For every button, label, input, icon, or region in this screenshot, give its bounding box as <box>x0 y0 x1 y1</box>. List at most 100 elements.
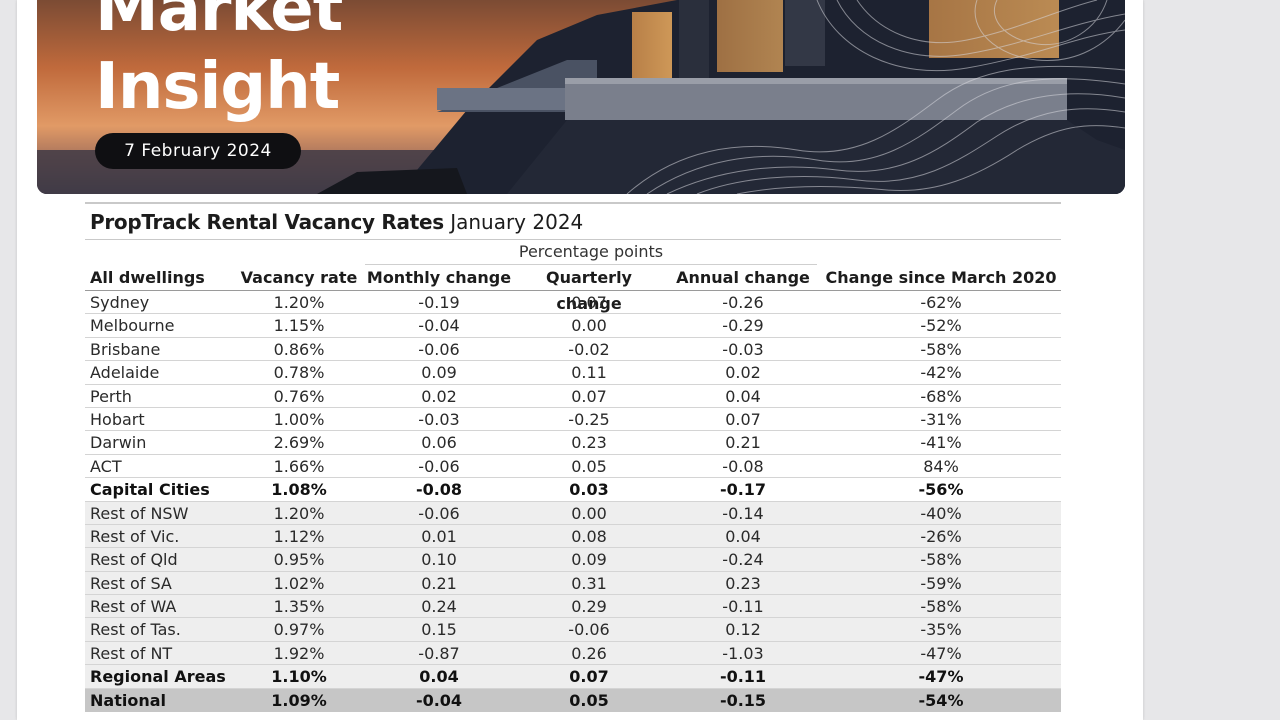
table-title-period: January 2024 <box>443 210 584 234</box>
table-cell: -0.11 <box>722 597 764 617</box>
table-cell: -35% <box>920 620 962 640</box>
table-cell: 0.24 <box>421 597 457 617</box>
table-cell: 0.15 <box>421 620 457 640</box>
table-cell: 0.29 <box>571 597 607 617</box>
table-cell: 0.23 <box>725 573 761 593</box>
table-cell: 0.07 <box>569 667 609 687</box>
table-cell: -42% <box>920 363 962 383</box>
table-header-row: All dwellings Vacancy rate Monthly chang… <box>85 265 1061 313</box>
table-cell: 0.05 <box>571 456 607 476</box>
table-title-main: PropTrack Rental Vacancy Rates <box>90 210 444 234</box>
table-row: Melbourne 1.15% -0.04 0.00 -0.29 -52% <box>85 314 1061 338</box>
table-row: ACT 1.66% -0.06 0.05 -0.08 84% <box>85 455 1061 479</box>
table-row: National 1.09% -0.04 0.05 -0.15 -54% <box>85 688 1061 713</box>
vacancy-rates-table: PropTrack Rental Vacancy Rates January 2… <box>85 202 1061 713</box>
table-cell: -0.04 <box>418 316 460 336</box>
table-row: Darwin 2.69% 0.06 0.23 0.21 -41% <box>85 431 1061 455</box>
table-cell: 0.12 <box>725 620 761 640</box>
table-cell: 0.06 <box>421 433 457 453</box>
table-row: Adelaide 0.78% 0.09 0.11 0.02 -42% <box>85 361 1061 385</box>
table-row: Rest of Tas. 0.97% 0.15 -0.06 0.12 -35% <box>85 618 1061 642</box>
column-group-row: Percentage points <box>85 240 1061 265</box>
table-cell: 0.21 <box>421 573 457 593</box>
row-label: National <box>90 690 166 710</box>
table-row: Rest of NSW 1.20% -0.06 0.00 -0.14 -40% <box>85 501 1061 525</box>
table-row: Rest of NT 1.92% -0.87 0.26 -1.03 -47% <box>85 641 1061 666</box>
table-cell: 0.04 <box>725 386 761 406</box>
table-cell: 1.08% <box>271 480 327 500</box>
row-label: ACT <box>90 456 122 476</box>
table-cell: -1.03 <box>722 643 764 663</box>
table-cell: -0.08 <box>415 480 463 500</box>
table-cell: 1.20% <box>273 503 325 523</box>
row-label: Rest of WA <box>90 597 177 617</box>
table-cell: 0.05 <box>569 690 609 710</box>
table-row: Brisbane 0.86% -0.06 -0.02 -0.03 -58% <box>85 338 1061 362</box>
column-header: Vacancy rate <box>240 268 358 287</box>
table-row: Perth 0.76% 0.02 0.07 0.04 -68% <box>85 385 1061 408</box>
row-label: Rest of Qld <box>90 550 178 570</box>
table-row: Rest of Vic. 1.12% 0.01 0.08 0.04 -26% <box>85 524 1061 549</box>
report-title-line1: Market <box>95 0 343 46</box>
percentage-points-label: Percentage points <box>365 240 817 265</box>
table-cell: -0.29 <box>722 316 764 336</box>
table-cell: -54% <box>918 690 964 710</box>
table-cell: 0.02 <box>725 363 761 383</box>
row-label: Brisbane <box>90 339 161 359</box>
row-label: Capital Cities <box>90 480 210 500</box>
table-row: Hobart 1.00% -0.03 -0.25 0.07 -31% <box>85 408 1061 432</box>
column-header: All dwellings <box>90 268 205 287</box>
table-cell: 0.31 <box>571 573 607 593</box>
table-cell: 0.11 <box>571 363 607 383</box>
column-header: Monthly change <box>366 268 512 287</box>
table-cell: 1.15% <box>273 316 325 336</box>
table-cell: -58% <box>920 550 962 570</box>
table-cell: 0.95% <box>273 550 325 570</box>
table-cell: -0.06 <box>418 503 460 523</box>
table-cell: -0.04 <box>415 690 463 710</box>
table-cell: -47% <box>920 643 962 663</box>
table-cell: 1.66% <box>273 456 325 476</box>
report-title-line2: Insight <box>95 50 340 124</box>
row-label: Regional Areas <box>90 667 226 687</box>
table-cell: 0.76% <box>273 386 325 406</box>
building-photo <box>37 0 1125 194</box>
column-header: Annual change <box>676 268 810 287</box>
table-cell: 1.20% <box>273 293 325 312</box>
table-cell: -59% <box>920 573 962 593</box>
table-cell: -0.19 <box>418 293 460 312</box>
table-cell: 0.02 <box>421 386 457 406</box>
table-cell: 0.97% <box>273 620 325 640</box>
table-row: Sydney 1.20% -0.19 0.07 -0.26 -62% <box>85 291 1061 315</box>
table-row: Rest of WA 1.35% 0.24 0.29 -0.11 -58% <box>85 595 1061 619</box>
table-title: PropTrack Rental Vacancy Rates January 2… <box>85 202 1061 240</box>
table-cell: 0.23 <box>571 433 607 453</box>
row-label: Sydney <box>90 293 150 312</box>
table-cell: -31% <box>920 409 962 429</box>
table-cell: 0.01 <box>421 526 457 546</box>
table-cell: 1.09% <box>271 690 327 710</box>
table-row: Rest of Qld 0.95% 0.10 0.09 -0.24 -58% <box>85 548 1061 572</box>
table-cell: 1.12% <box>273 526 325 546</box>
table-cell: -0.25 <box>568 409 610 429</box>
table-cell: 0.21 <box>725 433 761 453</box>
date-badge: 7 February 2024 <box>95 133 301 169</box>
table-cell: 1.10% <box>271 667 327 687</box>
document-page: Market Insight 7 February 2024 PropTrack… <box>17 0 1143 720</box>
row-label: Darwin <box>90 433 147 453</box>
table-cell: 0.04 <box>419 667 459 687</box>
table-cell: 0.86% <box>273 339 325 359</box>
table-cell: 0.09 <box>421 363 457 383</box>
table-cell: 84% <box>923 456 959 476</box>
table-cell: -62% <box>920 293 962 312</box>
table-cell: 0.07 <box>571 386 607 406</box>
table-cell: -0.06 <box>418 456 460 476</box>
table-cell: -68% <box>920 386 962 406</box>
table-cell: -41% <box>920 433 962 453</box>
table-row: Regional Areas 1.10% 0.04 0.07 -0.11 -47% <box>85 665 1061 689</box>
table-cell: -58% <box>920 597 962 617</box>
table-cell: 0.00 <box>571 316 607 336</box>
table-cell: -0.03 <box>722 339 764 359</box>
table-cell: 0.07 <box>571 293 607 312</box>
table-row: Capital Cities 1.08% -0.08 0.03 -0.17 -56% <box>85 478 1061 502</box>
